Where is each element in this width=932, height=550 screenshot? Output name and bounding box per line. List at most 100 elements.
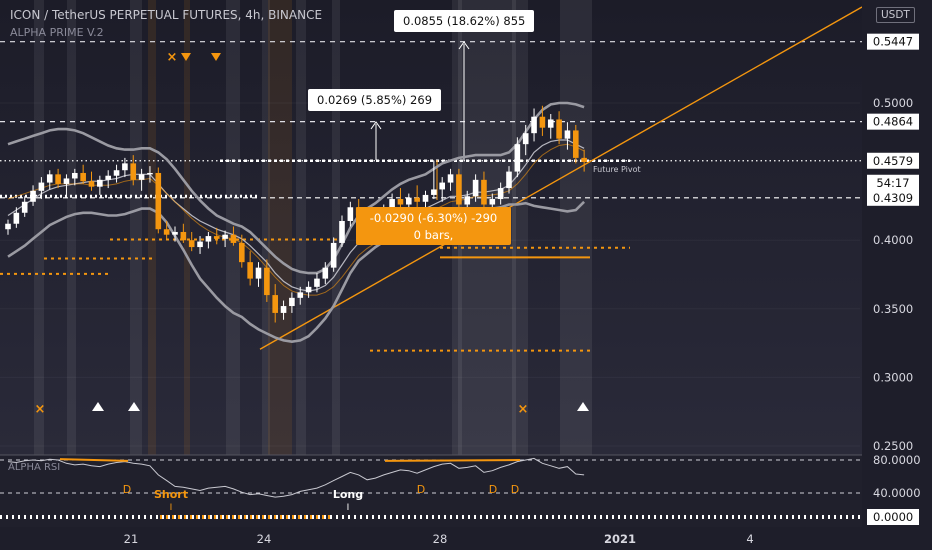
time-tick: 4 (746, 532, 753, 546)
candle-body (13, 212, 20, 224)
candle-body (573, 130, 579, 158)
candles (5, 105, 587, 323)
time-axis: 21 24 28 4 2021 (0, 527, 862, 550)
long-marker: I (347, 503, 350, 513)
candle-body (547, 119, 554, 128)
price-badge (867, 174, 919, 191)
session-band (296, 0, 306, 455)
candle-body (205, 236, 212, 242)
price-tick: 0.2500 (873, 439, 913, 453)
candle-body (172, 231, 178, 235)
measure-label-top: 0.0855 (18.62%) 855 (394, 10, 535, 32)
candle-body (389, 199, 395, 211)
price-badge-label: 54:17 (876, 176, 909, 190)
candle-body (414, 197, 420, 202)
buy-triangle-marker (577, 402, 589, 411)
candle-body (105, 175, 111, 180)
candle-body (522, 133, 529, 145)
rsi-signal-d: D (417, 483, 425, 496)
candle-body (180, 231, 187, 241)
candle-body (197, 241, 203, 248)
time-axis-bg (0, 527, 862, 550)
short-marker: I (170, 503, 173, 513)
candle-body (113, 170, 120, 176)
candle-body (514, 144, 521, 172)
grid-lines (0, 102, 860, 447)
price-axis: 0.5000 0.4000 0.3500 0.3000 0.2500 0.5447 0.48… (862, 0, 932, 550)
session-band (34, 0, 44, 455)
candle-body (422, 194, 429, 202)
candle-body (247, 262, 253, 279)
candle-body (222, 234, 228, 239)
indicator-name: ALPHA PRIME V.2 (10, 26, 104, 39)
price-badge (867, 189, 919, 206)
candle-body (55, 174, 61, 184)
candle-body (531, 116, 537, 134)
candle-body (439, 182, 445, 190)
chart-title: ICON / TetherUS PERPETUAL FUTURES, 4h, B… (10, 8, 323, 22)
rsi-tick: 80.0000 (873, 453, 921, 467)
rsi-badge (867, 509, 919, 525)
candle-body (489, 199, 496, 205)
rsi-signal-d: D (123, 483, 131, 496)
candle-body (305, 286, 312, 293)
measure-arrow-head (458, 41, 470, 50)
sell-cross-marker: × (167, 50, 178, 65)
candle-body (213, 236, 220, 239)
measure-drop-line1: -0.0290 (-6.30%) -290 (369, 211, 498, 225)
candle-body (556, 119, 562, 139)
rsi-trend (59, 458, 129, 462)
candle-body (63, 178, 70, 184)
candle-body (80, 172, 86, 182)
rsi-line (7, 457, 585, 498)
buy-triangle-marker (92, 402, 104, 411)
price-tick: 0.3500 (873, 302, 913, 316)
session-band-orange (268, 0, 292, 455)
candle-body (581, 157, 587, 162)
session-band-orange (148, 0, 156, 455)
rsi-signal-d: D (511, 483, 519, 496)
price-tick: 0.4000 (873, 233, 913, 247)
candle-body (138, 174, 145, 180)
measure-label-drop: -0.0290 (-6.30%) -290 0 bars, (356, 207, 511, 245)
candle-body (255, 267, 262, 279)
candle-body (147, 172, 153, 175)
candle-body (122, 163, 128, 171)
candle-body (481, 179, 487, 205)
candle-body (506, 171, 512, 189)
rsi-tick: 40.0000 (873, 486, 921, 500)
candle-body (397, 199, 404, 205)
rsi-signal-d: D (489, 483, 497, 496)
price-badge-label: 0.4309 (873, 191, 913, 205)
time-tick: 24 (257, 532, 272, 546)
session-band (130, 0, 142, 455)
signal-line (7, 143, 585, 296)
candle-body (188, 240, 195, 248)
buy-triangle-marker (128, 402, 140, 411)
session-band (512, 0, 528, 455)
candle-body (72, 172, 78, 179)
rsi-tick: 0.0000 (873, 510, 913, 524)
candle-body (447, 174, 454, 183)
candle-body (264, 267, 270, 296)
rsi-trend (384, 459, 521, 462)
rsi-label: ALPHA RSI (8, 462, 61, 473)
price-badge (867, 33, 919, 50)
price-badge-label: 0.4579 (873, 154, 913, 168)
candle-body (21, 201, 28, 213)
candle-body (330, 242, 337, 268)
basis-line (7, 139, 585, 292)
candle-body (456, 174, 462, 205)
upper-band (7, 101, 585, 275)
candle-body (322, 267, 329, 279)
candle-body (130, 163, 137, 180)
candle-body (497, 188, 504, 200)
price-tick: 0.5000 (873, 96, 913, 110)
session-band (332, 0, 340, 455)
long-label: Long (333, 488, 363, 501)
currency-button[interactable]: USDT (876, 7, 915, 23)
session-band (560, 0, 580, 455)
candle-body (314, 278, 320, 287)
price-badge-label: 0.5447 (873, 35, 913, 49)
